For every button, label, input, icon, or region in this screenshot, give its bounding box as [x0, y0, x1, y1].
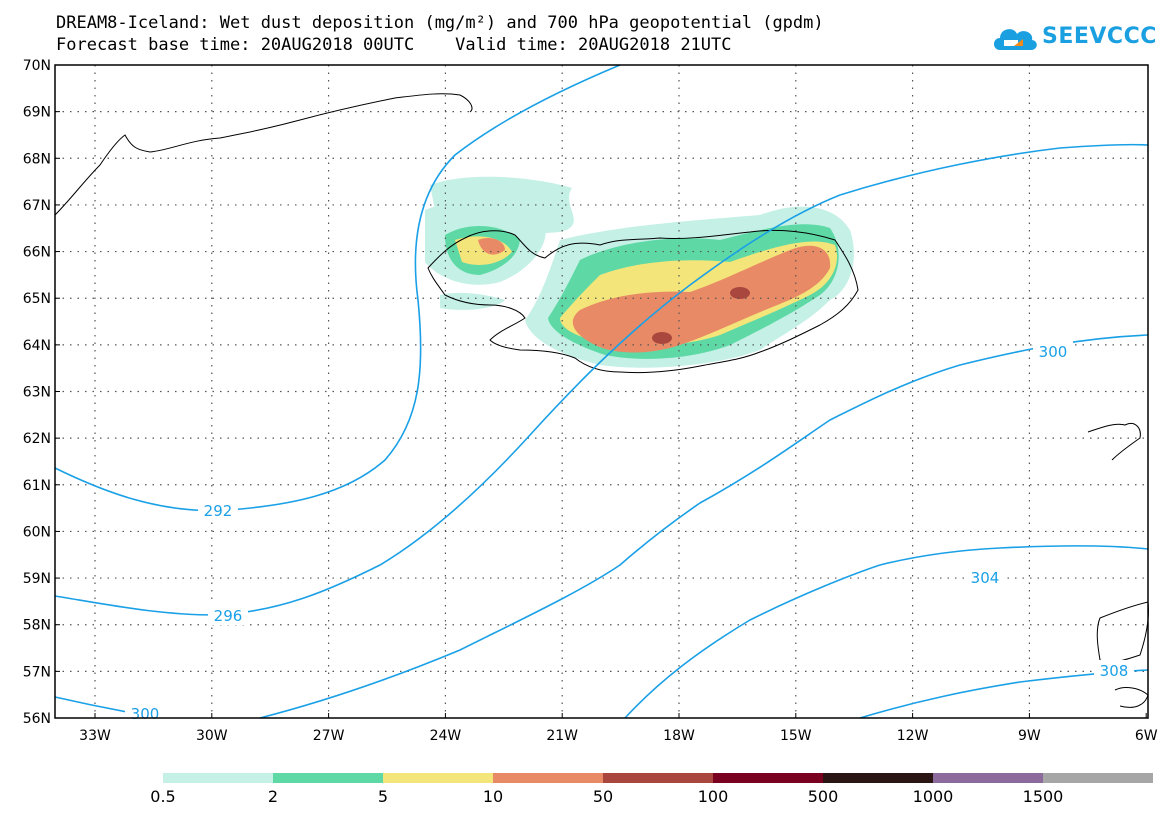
lon-tick-label: 15W [780, 728, 812, 744]
colorbar-swatch [823, 773, 933, 783]
dust-deposition-field [425, 176, 854, 368]
lat-tick-label: 63N [23, 385, 51, 401]
colorbar: 0.5 2 5 10 50 100 500 1000 1500 [150, 773, 1153, 806]
colorbar-label: 500 [808, 787, 839, 806]
latitude-axis: 70N 69N 68N 67N 66N 65N 64N 63N 62N 61N 60N 59N 58N 5… [23, 58, 60, 727]
lon-tick-label: 33W [79, 728, 111, 744]
contour-label: 300 [1039, 343, 1068, 361]
contour-label: 292 [204, 502, 233, 520]
colorbar-label: 2 [268, 787, 278, 806]
colorbar-swatch [163, 773, 273, 783]
colorbar-swatch [1043, 773, 1153, 783]
contour-labels: 292 296 300 300 304 308 [125, 341, 1134, 723]
colorbar-label: 1000 [913, 787, 954, 806]
lat-tick-label: 69N [23, 105, 51, 121]
lat-tick-label: 65N [23, 291, 51, 307]
lon-tick-label: 6W [1135, 728, 1158, 744]
cloud-icon [994, 29, 1037, 50]
colorbar-swatch [713, 773, 823, 783]
contour-label: 296 [214, 607, 243, 625]
colorbar-swatch [383, 773, 493, 783]
colorbar-swatch [273, 773, 383, 783]
seevccc-logo: SEEVCCC [990, 18, 1156, 60]
lat-tick-label: 68N [23, 151, 51, 167]
logo-text: SEEVCCC [1042, 24, 1157, 49]
contour-label: 304 [971, 569, 1000, 587]
colorbar-swatch [493, 773, 603, 783]
lon-tick-label: 18W [663, 728, 695, 744]
colorbar-label: 1500 [1023, 787, 1064, 806]
lat-tick-label: 70N [23, 58, 51, 74]
lat-tick-label: 56N [23, 711, 51, 727]
lat-tick-label: 62N [23, 431, 51, 447]
colorbar-label: 5 [378, 787, 388, 806]
lat-tick-label: 58N [23, 618, 51, 634]
coastlines [54, 93, 1149, 708]
colorbar-swatch [603, 773, 713, 783]
colorbar-label: 100 [698, 787, 729, 806]
lat-tick-label: 61N [23, 478, 51, 494]
lon-tick-label: 12W [897, 728, 929, 744]
map-title: DREAM8-Iceland: Wet dust deposition (mg/… [56, 13, 824, 33]
contour-label: 300 [131, 705, 160, 723]
lat-tick-label: 57N [23, 664, 51, 680]
lat-tick-label: 64N [23, 338, 51, 354]
colorbar-label: 0.5 [150, 787, 175, 806]
lon-tick-label: 24W [430, 728, 462, 744]
map-subtitle: Forecast base time: 20AUG2018 00UTC Vali… [56, 35, 732, 55]
lat-tick-label: 67N [23, 198, 51, 214]
contour-label: 308 [1100, 662, 1129, 680]
colorbar-label: 10 [483, 787, 503, 806]
lon-tick-label: 21W [546, 728, 578, 744]
lat-tick-label: 60N [23, 524, 51, 540]
lon-tick-label: 30W [196, 728, 228, 744]
colorbar-label: 50 [593, 787, 613, 806]
longitude-axis: 33W 30W 27W 24W 21W 18W 15W 12W 9W 6W [79, 713, 1158, 744]
lat-tick-label: 66N [23, 245, 51, 261]
colorbar-swatch [933, 773, 1043, 783]
lat-tick-label: 59N [23, 571, 51, 587]
lon-tick-label: 9W [1018, 728, 1041, 744]
lon-tick-label: 27W [313, 728, 345, 744]
